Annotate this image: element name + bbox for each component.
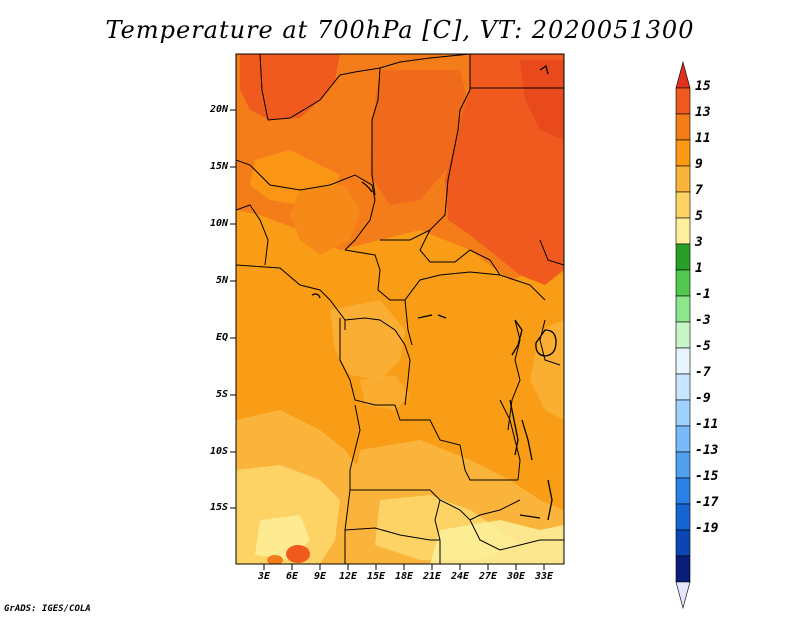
colorbar-label: 13 (695, 105, 711, 120)
country-borders (236, 54, 564, 564)
temperature-field (236, 54, 564, 564)
colorbar-arrow-top (675, 60, 691, 89)
lon-label: 30E (506, 571, 526, 582)
colorbar-swatch (675, 217, 691, 245)
lat-label: 15S (209, 502, 228, 513)
colorbar-swatch (675, 295, 691, 323)
colorbar-label: -9 (695, 391, 711, 406)
colorbar-swatch (675, 373, 691, 401)
lon-label: 21E (422, 571, 442, 582)
lat-label: 10N (209, 218, 228, 229)
lon-label: 3E (257, 571, 271, 582)
colorbar-swatch (675, 191, 691, 219)
colorbar-label: -7 (695, 365, 711, 380)
colorbar (675, 60, 691, 610)
colorbar-arrow-bottom (675, 581, 691, 610)
colorbar-label: -3 (695, 313, 711, 328)
lat-label: 5N (215, 275, 228, 286)
colorbar-swatch (675, 87, 691, 115)
colorbar-swatch (675, 477, 691, 505)
colorbar-label: -15 (695, 469, 719, 484)
colorbar-swatch (675, 269, 691, 297)
colorbar-label: 11 (695, 131, 711, 146)
colorbar-label: -1 (695, 287, 711, 302)
colorbar-swatch (675, 165, 691, 193)
colorbar-label: -19 (695, 521, 719, 536)
chart-title: Temperature at 700hPa [C], VT: 202005130… (105, 16, 695, 44)
lon-label: 27E (478, 571, 498, 582)
lat-label: EQ (215, 332, 228, 343)
lat-label: 15N (209, 161, 228, 172)
map-frame (235, 53, 565, 565)
colorbar-swatch (675, 347, 691, 375)
colorbar-swatch (675, 555, 691, 583)
colorbar-label: 1 (695, 261, 703, 276)
lon-label: 9E (313, 571, 327, 582)
colorbar-label: 15 (695, 79, 711, 94)
lat-label: 10S (209, 446, 228, 457)
lon-label: 6E (285, 571, 299, 582)
axis-ticks (230, 109, 545, 570)
lakes (311, 64, 557, 521)
lon-label: 12E (338, 571, 358, 582)
colorbar-label: -17 (695, 495, 719, 510)
colorbar-label: 5 (695, 209, 703, 224)
colorbar-swatch (675, 425, 691, 453)
colorbar-swatch (675, 139, 691, 167)
colorbar-swatch (675, 529, 691, 557)
colorbar-swatch (675, 399, 691, 427)
credit-text: GrADS: IGES/COLA (4, 604, 91, 614)
lon-label: 33E (534, 571, 554, 582)
lon-label: 18E (394, 571, 414, 582)
lat-label: 20N (209, 104, 228, 115)
colorbar-label: 3 (695, 235, 703, 250)
colorbar-label: -5 (695, 339, 711, 354)
colorbar-swatch (675, 321, 691, 349)
colorbar-swatch (675, 503, 691, 531)
lon-label: 15E (366, 571, 386, 582)
colorbar-swatch (675, 113, 691, 141)
lat-label: 5S (215, 389, 228, 400)
colorbar-label: 9 (695, 157, 703, 172)
colorbar-swatch (675, 451, 691, 479)
lon-label: 24E (450, 571, 470, 582)
colorbar-label: 7 (695, 183, 703, 198)
colorbar-label: -13 (695, 443, 719, 458)
colorbar-label: -11 (695, 417, 719, 432)
colorbar-swatch (675, 243, 691, 271)
